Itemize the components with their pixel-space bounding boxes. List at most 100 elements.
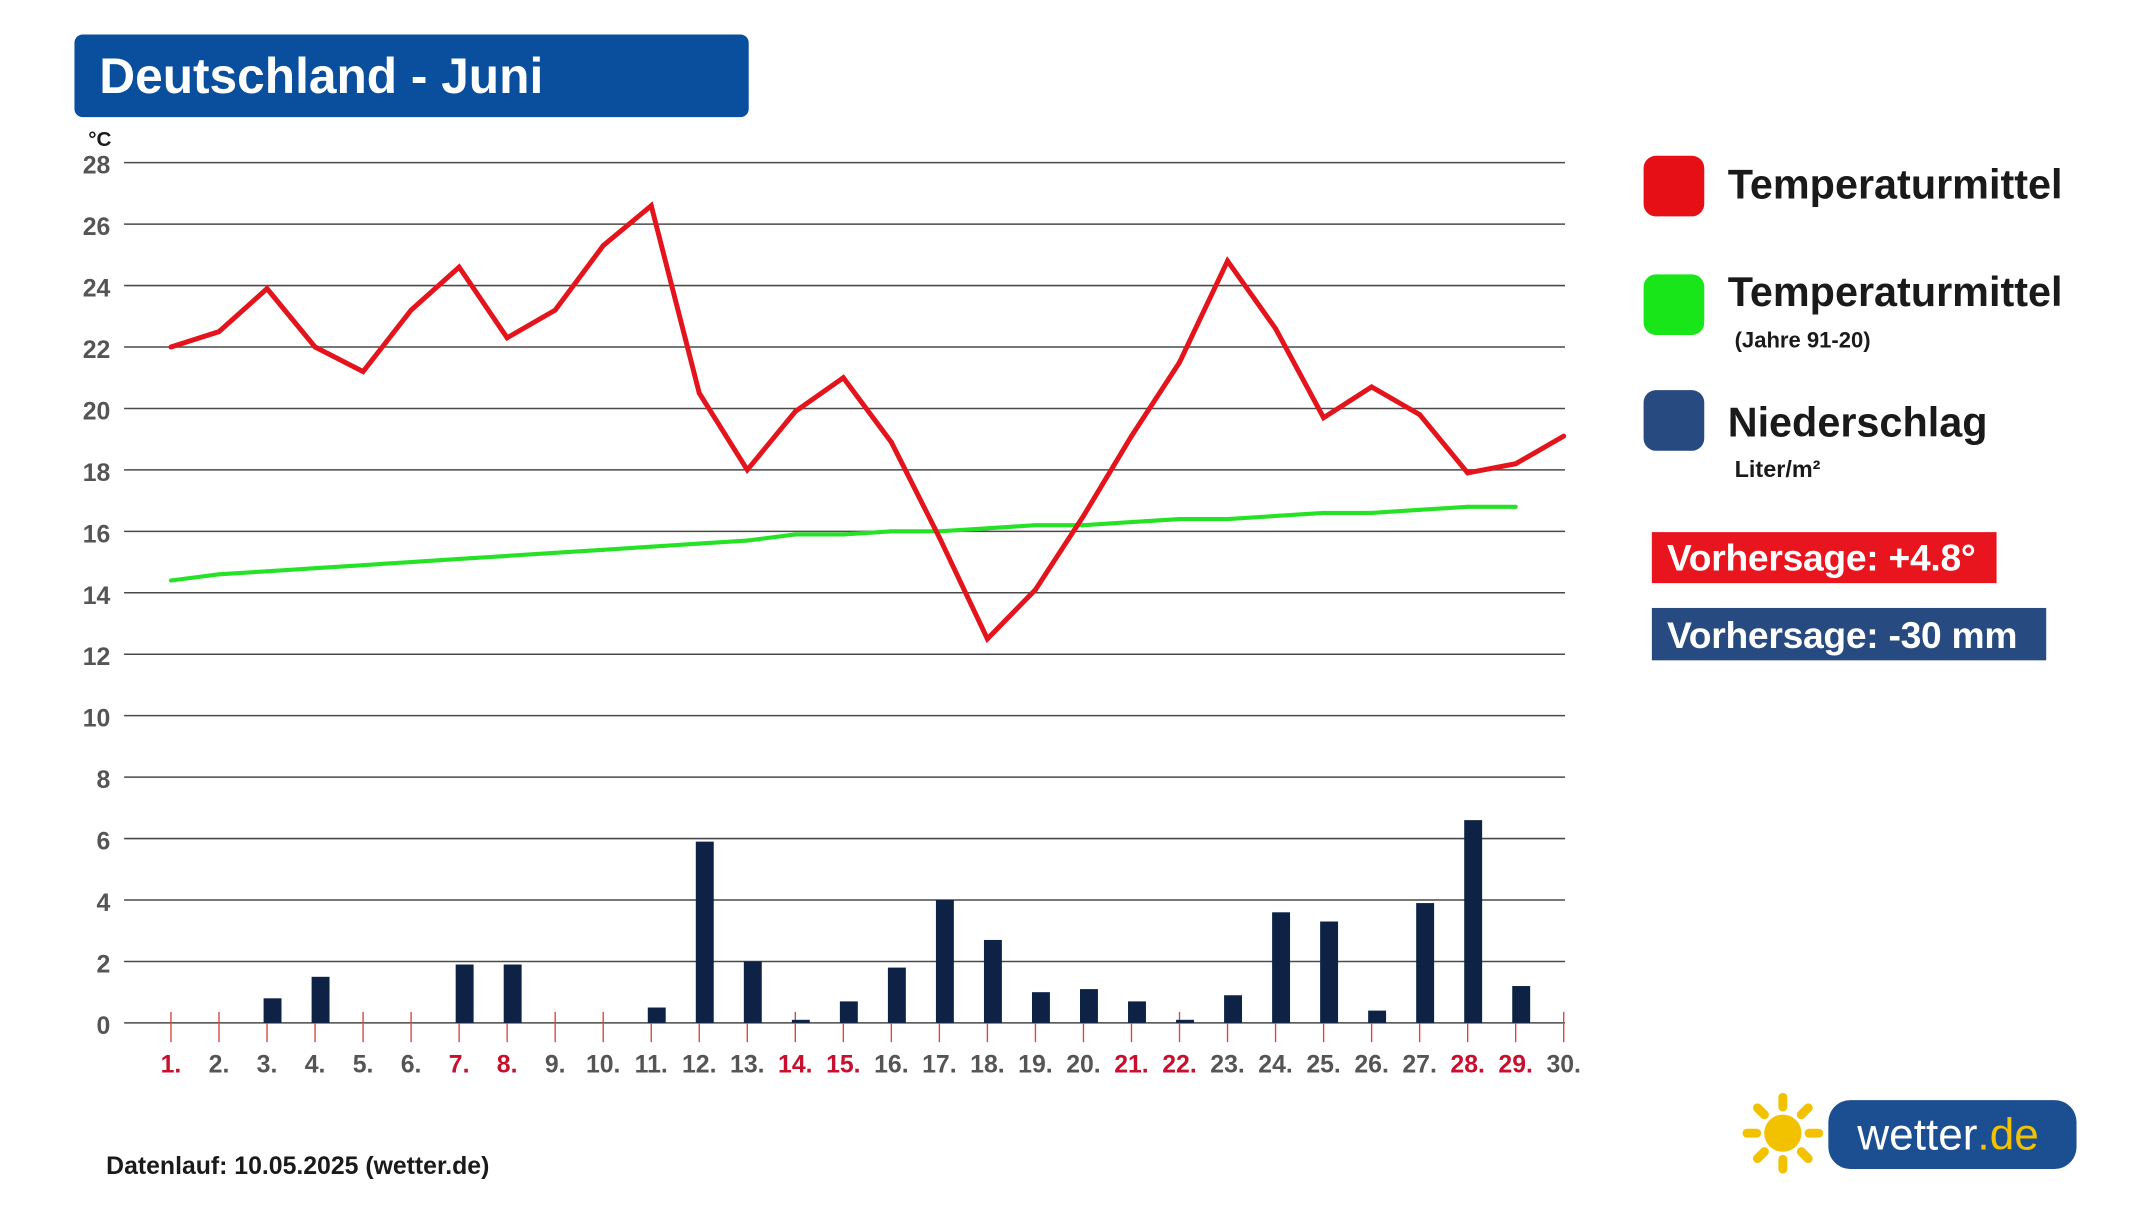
x-tick-label-9: 9. — [545, 1052, 566, 1079]
precipitation-bar-day-3 — [263, 998, 282, 1023]
x-tick-label-11: 11. — [635, 1052, 668, 1079]
x-tick-label-15: 15. — [826, 1052, 860, 1079]
x-tick-label-1: 1. — [161, 1052, 182, 1079]
precipitation-bar-day-7 — [455, 964, 474, 1023]
climate-mean-point-day-9 — [553, 550, 558, 555]
forecast-temperature-background — [1651, 532, 1997, 584]
legend: Temperaturmittel Temperaturmittel (Jahre… — [1643, 155, 2063, 482]
y-axis-unit: °C — [88, 128, 111, 151]
temperature-point-day-6 — [408, 307, 414, 313]
temperature-series — [168, 201, 1567, 644]
wetter-de-logo: wetter.de — [1742, 1092, 2077, 1174]
x-tick-label-24: 24. — [1258, 1052, 1292, 1079]
logo-wordmark: wetter.de — [1856, 1111, 2038, 1160]
x-tick-label-5: 5. — [353, 1052, 374, 1079]
forecast-precipitation-label: Vorhersage: -30 mm — [1667, 614, 2017, 656]
x-tick-label-27: 27. — [1402, 1052, 1436, 1079]
y-tick-label-28: 28 — [83, 153, 111, 180]
climate-mean-point-day-29 — [1513, 504, 1518, 509]
temperature-point-day-13 — [744, 467, 750, 473]
x-tick-label-10: 10. — [586, 1052, 620, 1079]
climate-mean-point-day-22 — [1177, 516, 1182, 522]
climate-mean-point-day-24 — [1273, 513, 1278, 519]
climate-mean-point-day-8 — [505, 553, 510, 558]
temperature-point-day-3 — [264, 286, 270, 292]
legend-unit-precipitation: Liter/m² — [1735, 456, 1821, 482]
temperature-point-day-17 — [936, 535, 942, 540]
legend-label-precipitation: Niederschlag — [1728, 399, 1988, 445]
x-tick-label-23: 23. — [1210, 1052, 1244, 1079]
temperature-point-day-14 — [792, 409, 798, 415]
legend-item-precipitation: Niederschlag Liter/m² — [1643, 390, 1988, 482]
temperature-point-day-25 — [1321, 415, 1327, 421]
precipitation-bar-day-15 — [839, 1001, 858, 1023]
logo-suffix: .de — [1977, 1111, 2038, 1160]
climate-mean-point-day-13 — [745, 538, 750, 543]
x-tick-label-18: 18. — [970, 1052, 1004, 1079]
climate-mean-point-day-7 — [457, 556, 462, 562]
x-tick-label-22: 22. — [1162, 1052, 1196, 1079]
precipitation-bar-day-18 — [983, 939, 1002, 1023]
temperature-point-day-16 — [888, 439, 894, 445]
temperature-point-day-20 — [1080, 513, 1086, 519]
y-tick-label-18: 18 — [83, 460, 111, 487]
x-tick-label-3: 3. — [257, 1052, 278, 1079]
x-tick-label-14: 14. — [778, 1052, 812, 1079]
temperature-line — [170, 201, 1565, 644]
x-tick-label-16: 16. — [874, 1052, 908, 1079]
x-tick-label-8: 8. — [497, 1052, 518, 1079]
legend-label-climate-mean: Temperaturmittel — [1728, 269, 2063, 315]
climate-mean-point-day-10 — [601, 547, 606, 552]
precipitation-bar-day-27 — [1416, 903, 1435, 1023]
x-tick-label-28: 28. — [1450, 1052, 1484, 1079]
climate-mean-point-day-18 — [985, 526, 990, 531]
title-background — [74, 34, 749, 118]
precipitation-bar-day-29 — [1512, 986, 1531, 1023]
temperature-point-day-5 — [360, 369, 366, 375]
sun-ray — [1796, 1103, 1813, 1120]
temperature-point-day-1 — [168, 344, 174, 350]
data-run-note: Datenlauf: 10.05.2025 (wetter.de) — [106, 1153, 489, 1180]
precipitation-bar-day-17 — [935, 900, 954, 1023]
temperature-point-day-26 — [1369, 384, 1375, 390]
climate-mean-point-day-12 — [697, 541, 702, 546]
y-tick-label-20: 20 — [83, 398, 111, 425]
climate-mean-series — [168, 504, 1518, 583]
logo-pill — [1828, 1100, 2077, 1170]
precipitation-bar-day-22 — [1176, 1019, 1194, 1023]
x-tick-label-29: 29. — [1498, 1052, 1532, 1079]
sun-icon — [1742, 1092, 1824, 1174]
x-tick-label-30: 30. — [1546, 1052, 1580, 1079]
forecast-precipitation-badge: Vorhersage: -30 mm — [1651, 607, 2047, 661]
y-tick-label-4: 4 — [97, 890, 111, 917]
precipitation-bar-day-19 — [1031, 992, 1050, 1023]
temperature-point-day-18 — [984, 636, 990, 642]
precipitation-bar-day-8 — [503, 964, 522, 1023]
legend-swatch-climate-mean — [1643, 274, 1705, 335]
legend-item-climate-mean: Temperaturmittel (Jahre 91-20) — [1643, 269, 2063, 352]
y-tick-label-10: 10 — [83, 706, 111, 733]
precipitation-bar-day-26 — [1368, 1010, 1387, 1023]
y-tick-label-24: 24 — [83, 276, 111, 303]
precipitation-bar-day-11 — [647, 1007, 666, 1023]
precipitation-bar-day-21 — [1128, 1001, 1146, 1023]
legend-label-temperature: Temperaturmittel — [1728, 162, 2063, 208]
x-tick-label-12: 12. — [682, 1052, 716, 1079]
sun-ray — [1796, 1147, 1813, 1164]
sun-ray — [1752, 1147, 1769, 1164]
x-tick-label-21: 21. — [1114, 1052, 1148, 1079]
x-tick-label-7: 7. — [449, 1052, 470, 1079]
precipitation-bar-day-16 — [887, 967, 906, 1023]
x-tick-label-20: 20. — [1066, 1052, 1100, 1079]
y-tick-label-12: 12 — [83, 644, 111, 671]
climate-mean-point-day-14 — [793, 532, 798, 537]
climate-mean-point-day-11 — [649, 544, 654, 549]
x-axis-tick-labels: 1. 2. 3. 4. 5. 6. 7. 8. 9. 10. 11. 12. 13. 14. 15. 16. 1… — [161, 1052, 1581, 1079]
y-tick-label-22: 22 — [83, 337, 111, 364]
x-tick-label-13: 13. — [730, 1052, 764, 1079]
climate-mean-point-day-23 — [1225, 516, 1230, 522]
